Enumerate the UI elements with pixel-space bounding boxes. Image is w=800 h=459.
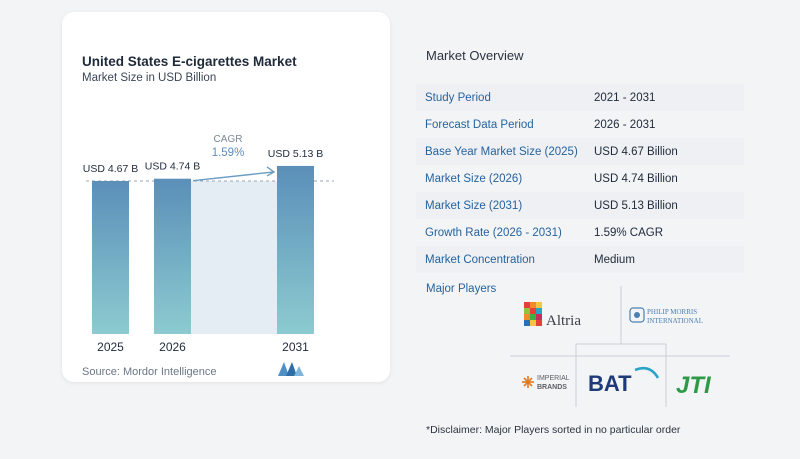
overview-row: Market Concentration Medium [416, 246, 744, 273]
major-players-logos: Altria PHILIP MORRIS INTERNATIONAL IMPER… [510, 286, 730, 407]
bat-swoosh-icon [634, 367, 660, 379]
overview-row-value: 1.59% CAGR [594, 226, 664, 239]
overview-row-label: Study Period [425, 91, 491, 104]
imperial-brands-icon [522, 376, 534, 388]
major-players-title: Major Players [426, 283, 497, 295]
disclaimer: *Disclaimer: Major Players sorted in no … [426, 424, 681, 436]
overview-title: Market Overview [426, 48, 524, 63]
source-note: Source: Mordor Intelligence [82, 366, 217, 378]
altria-logo-icon [524, 302, 542, 326]
overview-row: Market Size (2026) USD 4.74 Billion [416, 165, 744, 192]
cagr-value: 1.59% [212, 147, 245, 159]
overview-table: Study Period 2021 - 2031 Forecast Data Per… [416, 84, 744, 273]
bar-value-label: USD 4.67 B [83, 163, 138, 175]
bar-2026 [154, 178, 191, 334]
overview-row-value: 2021 - 2031 [594, 91, 656, 104]
cagr-arrow [192, 166, 276, 182]
bar-2025 [92, 181, 129, 334]
bar-2031 [277, 165, 314, 334]
x-tick-label: 2026 [159, 340, 186, 354]
overview-row: Growth Rate (2026 - 2031) 1.59% CAGR [416, 219, 744, 246]
cagr-band [191, 181, 277, 334]
overview-row: Study Period 2021 - 2031 [416, 84, 744, 111]
imperial-name-line2: BRANDS [537, 384, 567, 391]
overview-row-value: 2026 - 2031 [594, 118, 656, 131]
chart-subtitle: Market Size in USD Billion [82, 72, 217, 84]
overview-row-label: Market Size (2026) [425, 172, 523, 185]
bat-name: BAT [588, 371, 632, 396]
philip-morris-crest-icon [629, 307, 645, 323]
overview-row-label: Growth Rate (2026 - 2031) [425, 226, 562, 239]
jti-name: JTI [676, 372, 712, 399]
overview-row: Forecast Data Period 2026 - 2031 [416, 111, 744, 138]
x-tick-label: 2031 [282, 340, 309, 354]
overview-row-value: Medium [594, 253, 635, 266]
overview-row-value: USD 4.67 Billion [594, 145, 678, 158]
cagr-label: CAGR [214, 134, 243, 145]
pmi-name-line2: INTERNATIONAL [647, 317, 703, 325]
overview-row: Market Size (2031) USD 5.13 Billion [416, 192, 744, 219]
bar-value-label: USD 4.74 B [145, 161, 200, 173]
chart-title: United States E-cigarettes Market [82, 54, 297, 69]
pmi-name-line1: PHILIP MORRIS [647, 308, 697, 316]
overview-row-label: Base Year Market Size (2025) [425, 145, 578, 158]
overview-row: Base Year Market Size (2025) USD 4.67 Bil… [416, 138, 744, 165]
mordor-logo-icon [278, 362, 304, 376]
x-tick-label: 2025 [97, 340, 124, 354]
overview-row-label: Market Concentration [425, 253, 535, 266]
bar-chart: USD 4.67 B 2025 USD 4.74 B 2026 USD 5.13 B 20… [83, 134, 334, 354]
overview-row-value: USD 5.13 Billion [594, 199, 678, 212]
imperial-name-line1: IMPERIAL [537, 375, 570, 382]
overview-row-label: Forecast Data Period [425, 118, 534, 131]
altria-name: Altria [546, 313, 581, 329]
bar-value-label: USD 5.13 B [268, 148, 323, 160]
overview-row-label: Market Size (2031) [425, 199, 523, 212]
overview-row-value: USD 4.74 Billion [594, 172, 678, 185]
